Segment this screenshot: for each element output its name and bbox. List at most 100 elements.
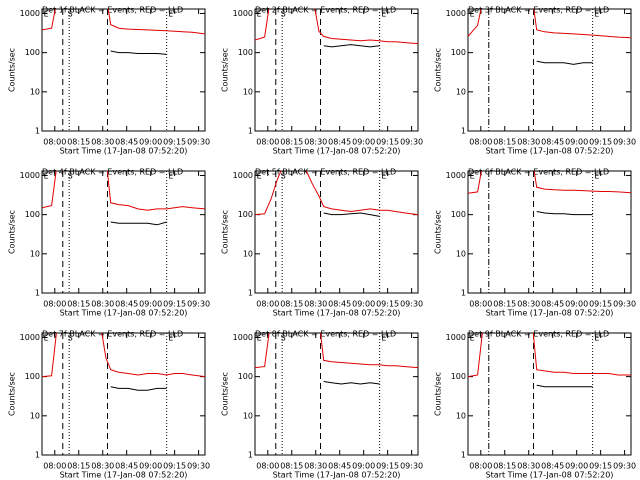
annotation: E bbox=[168, 172, 173, 181]
x-tick-label: 09:00 bbox=[352, 462, 375, 471]
x-tick-label: 08:30 bbox=[91, 462, 114, 471]
x-tick-label: 09:30 bbox=[187, 462, 210, 471]
panel: 1 10 100 1000 08:00 08:15 08:30 08:45 09:00 09:15… bbox=[8, 6, 211, 156]
annotation: E bbox=[470, 10, 475, 19]
y-tick-label: 100 bbox=[25, 210, 40, 219]
annotation: E bbox=[44, 334, 49, 343]
annotation: E bbox=[257, 10, 262, 19]
x-tick-label: 09:15 bbox=[163, 138, 186, 147]
x-tick-label: 09:15 bbox=[163, 300, 186, 309]
plot-frame bbox=[41, 170, 206, 294]
x-tick-label: 09:15 bbox=[376, 138, 399, 147]
x-tick-label: 08:45 bbox=[115, 300, 138, 309]
x-tick-label: 08:00 bbox=[469, 462, 492, 471]
x-axis-label: Start Time (17-Jan-08 07:52:20) bbox=[486, 309, 614, 318]
x-tick-label: 09:00 bbox=[352, 300, 375, 309]
x-tick-label: 08:15 bbox=[493, 462, 516, 471]
plot-frame bbox=[467, 170, 632, 294]
y-tick-label: 1000 bbox=[446, 9, 466, 18]
x-tick-label: 08:00 bbox=[43, 138, 66, 147]
data-line bbox=[323, 44, 380, 48]
x-tick-label: 08:00 bbox=[43, 300, 66, 309]
y-tick-label: 10 bbox=[30, 87, 40, 96]
x-tick-label: 09:15 bbox=[589, 138, 612, 147]
x-tick-label: 09:30 bbox=[400, 462, 423, 471]
x-tick-label: 08:15 bbox=[67, 462, 90, 471]
x-tick-label: 08:30 bbox=[91, 300, 114, 309]
x-axis-label: Start Time (17-Jan-08 07:52:20) bbox=[60, 309, 188, 318]
chart-title: Det 3f BLACK = Events, RED = LLD bbox=[468, 6, 609, 15]
chart-title: Det 6f BLACK = Events, RED = LLD bbox=[468, 168, 609, 177]
y-axis-label: Counts/sec bbox=[221, 48, 230, 92]
panel: 1 10 100 1000 08:00 08:15 08:30 08:45 09:00 09:15… bbox=[8, 168, 211, 318]
y-tick-label: 100 bbox=[451, 210, 466, 219]
x-tick-label: 08:30 bbox=[517, 138, 540, 147]
annotation: E bbox=[381, 10, 386, 19]
panel: 1 10 100 1000 08:00 08:15 08:30 08:45 09:00 09:15… bbox=[221, 168, 424, 318]
annotation: E bbox=[381, 334, 386, 343]
y-tick-label: 1000 bbox=[20, 333, 40, 342]
plot-frame bbox=[41, 332, 206, 456]
y-tick-label: 1 bbox=[248, 289, 253, 298]
panel: 1 10 100 1000 08:00 08:15 08:30 08:45 09:00 09:15… bbox=[434, 168, 637, 318]
y-axis-label: Counts/sec bbox=[434, 372, 443, 416]
y-axis-label: Counts/sec bbox=[8, 48, 17, 92]
annotation: E bbox=[470, 172, 475, 181]
annotation: S bbox=[68, 172, 73, 181]
panel: 1 10 100 1000 08:00 08:15 08:30 08:45 09:00 09:15… bbox=[434, 6, 637, 156]
annotation: E bbox=[594, 172, 599, 181]
data-line bbox=[110, 386, 167, 391]
x-tick-label: 09:15 bbox=[163, 462, 186, 471]
data-line bbox=[255, 333, 418, 369]
annotation: E bbox=[257, 334, 262, 343]
y-tick-label: 100 bbox=[25, 372, 40, 381]
annotation: S bbox=[68, 334, 73, 343]
annotation: S bbox=[281, 172, 286, 181]
x-tick-label: 08:45 bbox=[328, 462, 351, 471]
plot-frame bbox=[41, 8, 206, 132]
chart-title: Det 7f BLACK = Events, RED = LLD bbox=[42, 330, 183, 339]
x-tick-label: 08:45 bbox=[541, 138, 564, 147]
x-tick-label: 09:30 bbox=[613, 138, 636, 147]
data-line bbox=[110, 221, 167, 226]
annotation: E bbox=[381, 172, 386, 181]
data-line bbox=[323, 212, 380, 217]
panel: 1 10 100 1000 08:00 08:15 08:30 08:45 09:00 09:15… bbox=[221, 330, 424, 480]
x-axis-label: Start Time (17-Jan-08 07:52:20) bbox=[273, 147, 401, 156]
y-axis-label: Counts/sec bbox=[434, 210, 443, 254]
y-tick-label: 100 bbox=[451, 48, 466, 57]
x-tick-label: 08:30 bbox=[304, 138, 327, 147]
x-tick-label: 08:15 bbox=[280, 300, 303, 309]
x-tick-label: 08:45 bbox=[115, 138, 138, 147]
data-line bbox=[468, 9, 631, 39]
x-tick-label: 09:00 bbox=[139, 138, 162, 147]
x-tick-label: 08:15 bbox=[280, 462, 303, 471]
x-tick-label: 08:15 bbox=[67, 300, 90, 309]
data-line bbox=[42, 333, 205, 378]
x-tick-label: 08:45 bbox=[328, 138, 351, 147]
y-tick-label: 10 bbox=[30, 249, 40, 258]
chart-title: Det 2f BLACK = Events, RED = LLD bbox=[255, 6, 396, 15]
chart-title: Det 8f BLACK = Events, RED = LLD bbox=[255, 330, 396, 339]
data-line bbox=[468, 171, 631, 194]
data-line bbox=[536, 60, 593, 65]
y-tick-label: 10 bbox=[243, 87, 253, 96]
x-axis-label: Start Time (17-Jan-08 07:52:20) bbox=[486, 471, 614, 480]
y-tick-label: 100 bbox=[451, 372, 466, 381]
y-tick-label: 1 bbox=[461, 289, 466, 298]
x-tick-label: 08:15 bbox=[493, 138, 516, 147]
y-tick-label: 100 bbox=[238, 372, 253, 381]
y-tick-label: 10 bbox=[456, 249, 466, 258]
plot-frame bbox=[467, 332, 632, 456]
x-tick-label: 09:15 bbox=[376, 300, 399, 309]
annotation: E bbox=[594, 334, 599, 343]
x-tick-label: 09:30 bbox=[187, 138, 210, 147]
x-tick-label: 08:30 bbox=[304, 462, 327, 471]
plot-frame bbox=[467, 8, 632, 132]
x-tick-label: 09:30 bbox=[400, 138, 423, 147]
y-tick-label: 1 bbox=[248, 127, 253, 136]
y-tick-label: 1000 bbox=[233, 333, 253, 342]
x-tick-label: 09:00 bbox=[565, 138, 588, 147]
y-tick-label: 100 bbox=[238, 210, 253, 219]
